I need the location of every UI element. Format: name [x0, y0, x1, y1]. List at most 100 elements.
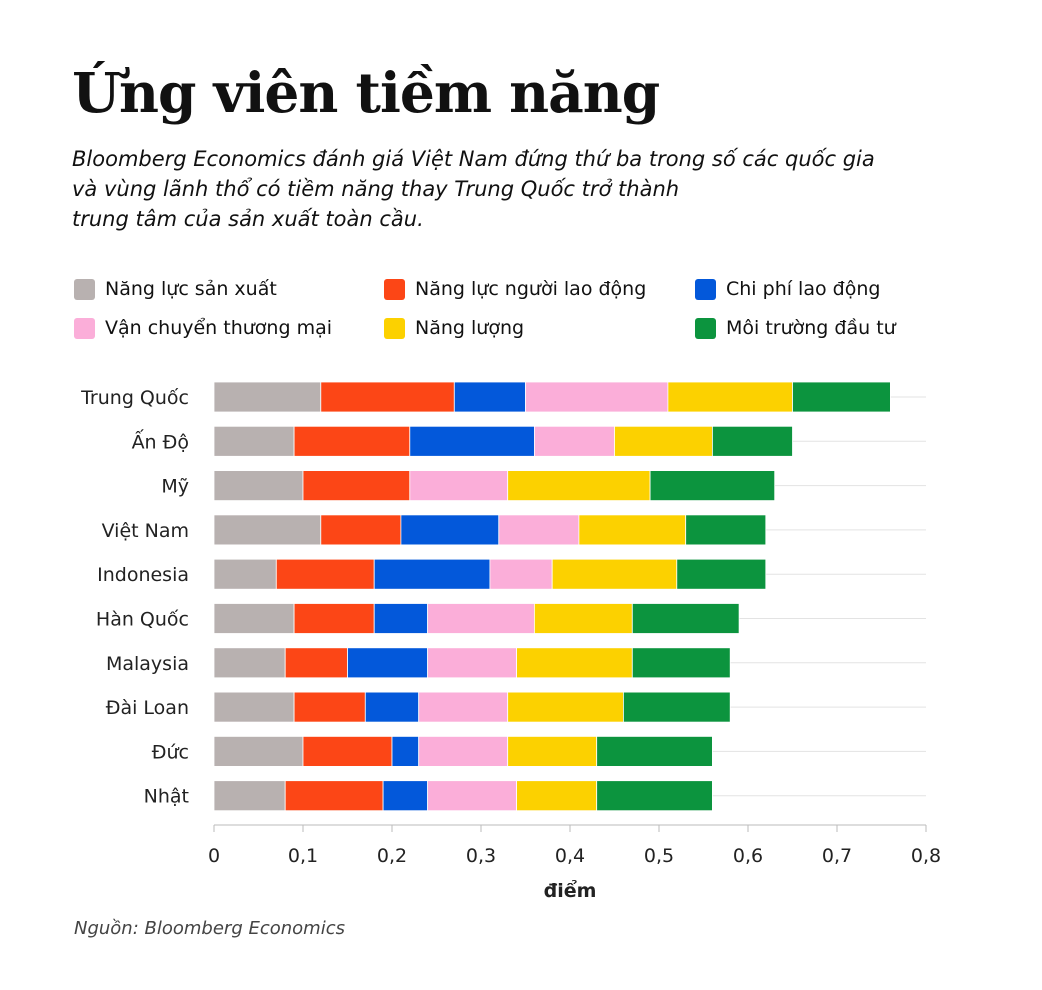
x-tick-label: 0,2 [377, 845, 407, 867]
legend-label: Chi phí lao động [726, 278, 881, 300]
legend-item: Năng lực sản xuất [74, 278, 277, 300]
legend-swatch [384, 278, 405, 300]
bar-segment [213, 647, 286, 679]
legend-label: Môi trường đầu tư [726, 317, 896, 339]
bar-segment [453, 381, 526, 413]
bar-segment [427, 603, 535, 634]
category-label: Ấn Độ [132, 428, 189, 453]
bar-segment [676, 558, 767, 590]
bar-segment [213, 558, 277, 590]
bar-segment [631, 603, 740, 634]
bar-segment [667, 381, 793, 413]
category-label: Mỹ [161, 476, 189, 498]
bar-segment [391, 736, 420, 767]
bar-segment [213, 780, 286, 812]
bar-segment [507, 736, 598, 767]
bar-segment [213, 425, 295, 457]
bar-segment [382, 780, 429, 812]
bar-segment [293, 603, 375, 634]
bar-segment [685, 514, 767, 546]
bar-segment [418, 691, 509, 723]
source-note: Nguồn: Bloomberg Economics [74, 918, 345, 939]
bar-segment [792, 381, 891, 413]
bar-segment [275, 558, 375, 590]
legend-swatch [695, 317, 716, 339]
bar-segment [213, 691, 295, 723]
x-tick-label: 0,5 [644, 845, 674, 867]
x-axis-label: điểm [544, 879, 597, 902]
bar-segment [534, 425, 615, 457]
category-label: Đài Loan [106, 697, 189, 719]
bar-segment [516, 647, 633, 679]
bar-segment [213, 736, 304, 767]
category-label: Malaysia [106, 653, 189, 675]
bar-segment [712, 425, 793, 457]
bar-segment [578, 514, 687, 546]
bar-segment [551, 558, 678, 590]
bar-segment [409, 425, 535, 457]
bar-segment [373, 558, 491, 590]
bar-segment [302, 470, 411, 502]
category-label: Nhật [144, 786, 189, 808]
bar-segment [364, 691, 420, 723]
bar-segment [293, 691, 366, 723]
x-tick-label: 0,7 [822, 845, 852, 867]
bar-segment [284, 647, 348, 679]
bar-segment [284, 780, 384, 812]
bar-segment [596, 736, 713, 767]
bar-segment [418, 736, 509, 767]
x-tick-label: 0,4 [555, 845, 585, 867]
legend-item: Năng lực người lao động [384, 278, 646, 300]
bar-segment [507, 691, 624, 723]
bar-segment [347, 647, 428, 679]
bar-segment [213, 470, 304, 502]
legend-swatch [695, 278, 716, 300]
bar-segment [623, 691, 731, 723]
legend-label: Năng lượng [415, 317, 525, 339]
x-tick-label: 0 [208, 845, 220, 867]
legend-swatch [74, 317, 95, 339]
bar-segment [213, 381, 322, 413]
bar-segment [320, 514, 402, 546]
bar-segment [596, 780, 713, 812]
x-tick-label: 0,1 [288, 845, 318, 867]
bar-segment [213, 514, 322, 546]
bar-segment [525, 381, 669, 413]
legend-label: Vận chuyển thương mại [105, 317, 332, 339]
chart-subtitle: Bloomberg Economics đánh giá Việt Nam đứ… [72, 147, 875, 231]
category-label: Trung Quốc [80, 387, 189, 409]
bar-segment [293, 425, 411, 457]
legend-label: Năng lực sản xuất [105, 278, 277, 300]
bar-segment [516, 780, 598, 812]
category-label: Đức [152, 741, 189, 763]
x-tick-label: 0,8 [911, 845, 941, 867]
x-tick-label: 0,6 [733, 845, 763, 867]
legend-item: Chi phí lao động [695, 278, 880, 300]
category-label: Hàn Quốc [96, 609, 189, 631]
bar-segment [302, 736, 393, 767]
bar-segment [507, 470, 651, 502]
legend-swatch [384, 317, 405, 339]
legend-item: Vận chuyển thương mại [74, 317, 332, 339]
legend-item: Môi trường đầu tư [695, 317, 896, 339]
bar-segment [649, 470, 776, 502]
bar-segment [534, 603, 633, 634]
bar-segment [489, 558, 553, 590]
bar-segment [213, 603, 295, 634]
bar-segment [498, 514, 580, 546]
legend-swatch [74, 278, 95, 300]
legend-label: Năng lực người lao động [415, 278, 647, 300]
bar-segment [631, 647, 731, 679]
bar-segment [614, 425, 713, 457]
chart-title: Ứng viên tiềm năng [72, 60, 660, 125]
bar-segment [320, 381, 455, 413]
bar-segment [373, 603, 429, 634]
bar-segment [409, 470, 509, 502]
x-tick-label: 0,3 [466, 845, 496, 867]
bar-segment [400, 514, 500, 546]
legend-item: Năng lượng [384, 317, 524, 339]
bar-segment [427, 780, 518, 812]
category-label: Indonesia [97, 564, 189, 586]
category-label: Việt Nam [102, 520, 189, 542]
